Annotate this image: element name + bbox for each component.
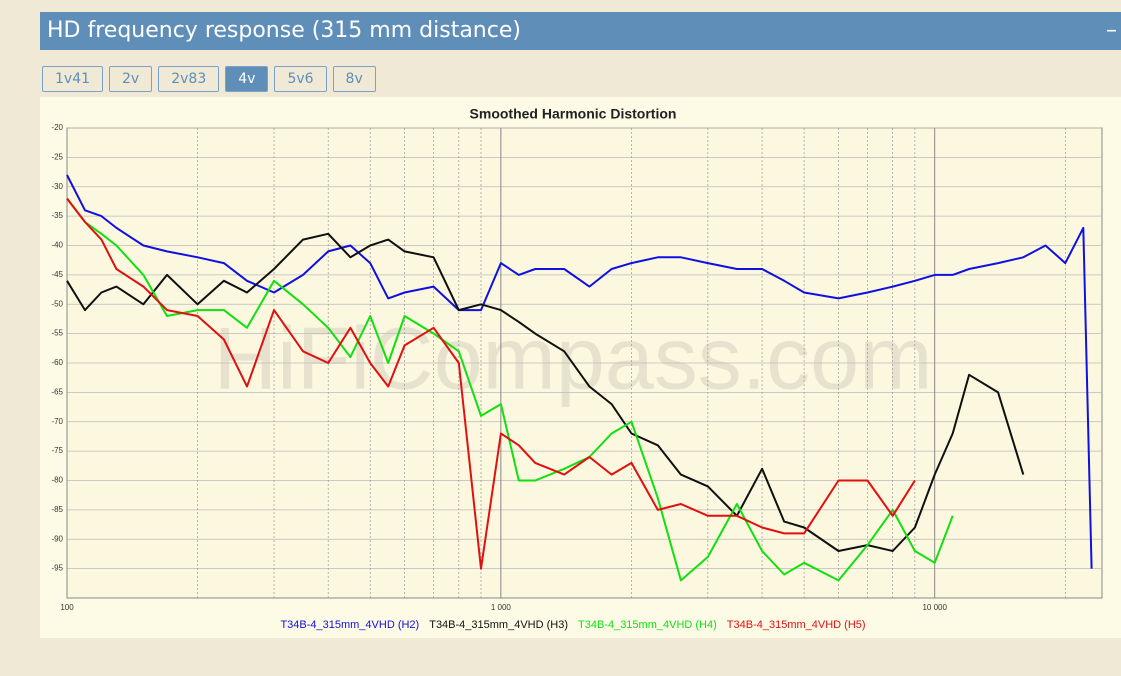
tab[interactable]: 4v xyxy=(225,66,269,92)
y-tick-label: -70 xyxy=(51,417,63,426)
series-line xyxy=(66,174,1093,569)
y-tick-label: -55 xyxy=(51,329,63,338)
series-line xyxy=(66,232,1025,552)
x-tick-label: 100 xyxy=(60,603,74,612)
y-tick-label: -75 xyxy=(51,446,63,455)
y-tick-label: -25 xyxy=(51,152,63,161)
collapse-button[interactable]: – xyxy=(1106,18,1117,43)
chart: Smoothed Harmonic Distortion HiFiCompass… xyxy=(40,97,1121,638)
section-header[interactable]: HD frequency response (315 mm distance) … xyxy=(40,12,1121,50)
tab-bar: 1v41 2v 2v83 4v 5v6 8v xyxy=(42,66,376,92)
y-tick-label: -90 xyxy=(51,534,63,543)
y-tick-label: -30 xyxy=(51,182,63,191)
y-tick-label: -50 xyxy=(51,299,63,308)
y-tick-label: -95 xyxy=(51,564,63,573)
legend-entry: T34B-4_315mm_4VHD (H3) xyxy=(429,619,568,631)
legend-entry: T34B-4_315mm_4VHD (H2) xyxy=(280,619,419,631)
tab[interactable]: 2v83 xyxy=(158,66,220,92)
watermark: HiFiCompass.com xyxy=(214,308,933,407)
y-tick-label: -45 xyxy=(51,270,63,279)
series-line xyxy=(66,197,916,570)
tab[interactable]: 2v xyxy=(109,66,153,92)
chart-title: Smoothed Harmonic Distortion xyxy=(470,106,677,122)
legend-entry: T34B-4_315mm_4VHD (H5) xyxy=(727,619,866,631)
legend: T34B-4_315mm_4VHD (H2) T34B-4_315mm_4VHD … xyxy=(280,619,865,631)
tab[interactable]: 8v xyxy=(332,66,376,92)
legend-entry: T34B-4_315mm_4VHD (H4) xyxy=(578,619,717,631)
section-title: HD frequency response (315 mm distance) xyxy=(47,18,521,43)
y-tick-label: -40 xyxy=(51,241,63,250)
y-tick-label: -35 xyxy=(51,211,63,220)
y-tick-label: -65 xyxy=(51,387,63,396)
tab[interactable]: 5v6 xyxy=(274,66,327,92)
y-tick-label: -60 xyxy=(51,358,63,367)
y-tick-label: -85 xyxy=(51,505,63,514)
y-tick-label: -20 xyxy=(51,123,63,132)
x-tick-label: 10 000 xyxy=(922,603,947,612)
series-line xyxy=(66,197,954,582)
x-tick-label: 1 000 xyxy=(491,603,512,612)
tab[interactable]: 1v41 xyxy=(42,66,104,92)
y-tick-label: -80 xyxy=(51,476,63,485)
